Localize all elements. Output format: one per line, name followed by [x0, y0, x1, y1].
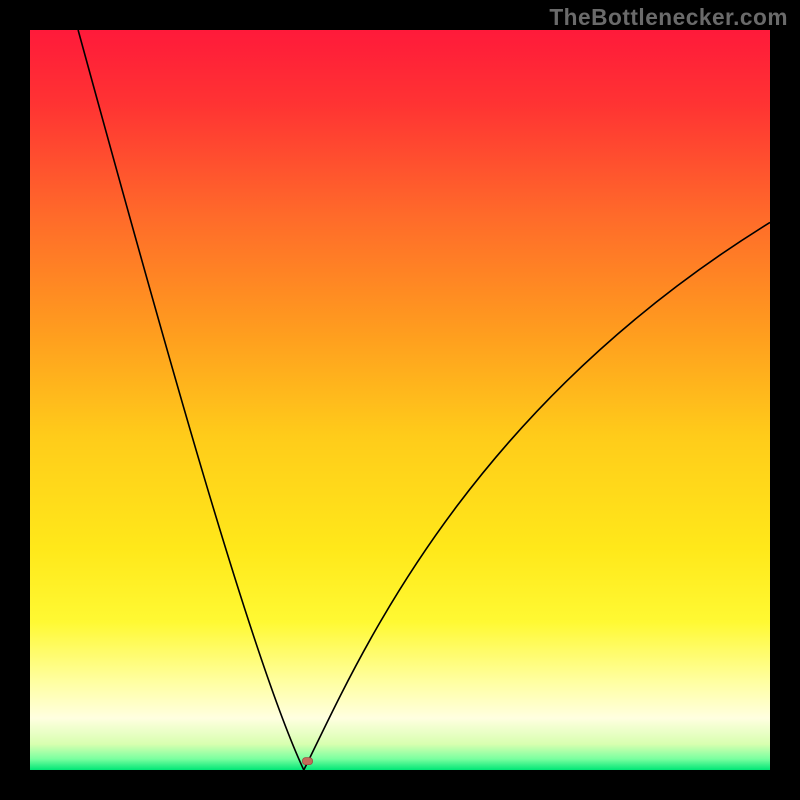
chart-svg — [0, 0, 800, 800]
watermark-text: TheBottlenecker.com — [549, 4, 788, 31]
chart-container: TheBottlenecker.com — [0, 0, 800, 800]
optimum-marker — [303, 758, 313, 765]
plot-area — [30, 30, 770, 770]
